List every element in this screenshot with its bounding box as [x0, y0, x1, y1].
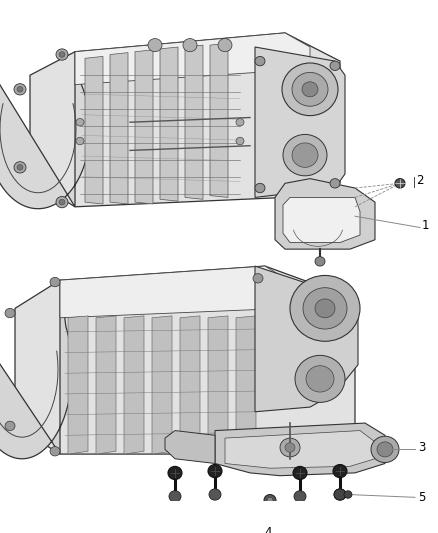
Polygon shape [225, 431, 375, 468]
Polygon shape [283, 197, 360, 243]
Polygon shape [255, 47, 345, 197]
Text: 5: 5 [418, 491, 425, 504]
Circle shape [315, 257, 325, 266]
Circle shape [306, 366, 334, 392]
Circle shape [168, 466, 182, 480]
Polygon shape [160, 47, 178, 201]
Circle shape [208, 464, 222, 478]
Circle shape [76, 118, 84, 126]
Polygon shape [60, 266, 285, 318]
Text: 4: 4 [264, 526, 272, 533]
Polygon shape [30, 33, 340, 207]
Circle shape [148, 38, 162, 52]
Circle shape [253, 273, 263, 283]
Polygon shape [165, 431, 215, 464]
Circle shape [293, 466, 307, 480]
Polygon shape [208, 316, 228, 454]
Circle shape [236, 118, 244, 126]
Polygon shape [180, 316, 200, 454]
Circle shape [236, 138, 244, 145]
Circle shape [50, 447, 60, 456]
Circle shape [255, 56, 265, 66]
Polygon shape [210, 43, 228, 197]
Circle shape [292, 143, 318, 167]
Polygon shape [135, 50, 153, 204]
Text: 2: 2 [416, 174, 424, 187]
Circle shape [395, 179, 405, 188]
Circle shape [294, 491, 306, 502]
Polygon shape [255, 266, 358, 412]
Circle shape [302, 82, 318, 97]
Circle shape [17, 165, 23, 170]
Circle shape [14, 161, 26, 173]
Circle shape [169, 491, 181, 502]
Circle shape [334, 489, 346, 500]
Circle shape [292, 72, 328, 106]
Circle shape [59, 199, 65, 205]
Circle shape [283, 134, 327, 176]
Circle shape [56, 49, 68, 60]
Polygon shape [152, 316, 172, 454]
Circle shape [218, 38, 232, 52]
Polygon shape [96, 316, 116, 454]
Circle shape [253, 447, 263, 456]
Circle shape [209, 489, 221, 500]
Circle shape [5, 421, 15, 431]
Circle shape [280, 438, 300, 457]
Circle shape [344, 491, 352, 498]
Circle shape [377, 442, 393, 457]
Polygon shape [215, 423, 385, 476]
Polygon shape [275, 179, 375, 249]
Circle shape [264, 495, 276, 506]
Polygon shape [0, 52, 90, 209]
Circle shape [5, 309, 15, 318]
Circle shape [267, 497, 273, 503]
Polygon shape [68, 316, 88, 454]
Text: 1: 1 [422, 219, 430, 232]
Circle shape [59, 52, 65, 58]
Text: 3: 3 [418, 441, 425, 454]
Circle shape [334, 489, 346, 500]
Circle shape [295, 356, 345, 402]
Circle shape [290, 276, 360, 341]
Polygon shape [0, 280, 72, 459]
Circle shape [255, 183, 265, 193]
Polygon shape [185, 45, 203, 199]
Polygon shape [85, 56, 103, 204]
Circle shape [371, 436, 399, 463]
Circle shape [76, 138, 84, 145]
Circle shape [50, 277, 60, 287]
Circle shape [17, 86, 23, 92]
Circle shape [56, 197, 68, 208]
Circle shape [285, 443, 295, 452]
Circle shape [333, 464, 347, 478]
Polygon shape [75, 33, 310, 85]
Circle shape [14, 84, 26, 95]
Circle shape [183, 38, 197, 52]
Polygon shape [15, 266, 355, 454]
Circle shape [282, 63, 338, 116]
Polygon shape [110, 53, 128, 204]
Circle shape [303, 288, 347, 329]
Circle shape [315, 299, 335, 318]
Circle shape [330, 61, 340, 70]
Circle shape [330, 179, 340, 188]
Polygon shape [124, 316, 144, 454]
Polygon shape [236, 316, 256, 454]
